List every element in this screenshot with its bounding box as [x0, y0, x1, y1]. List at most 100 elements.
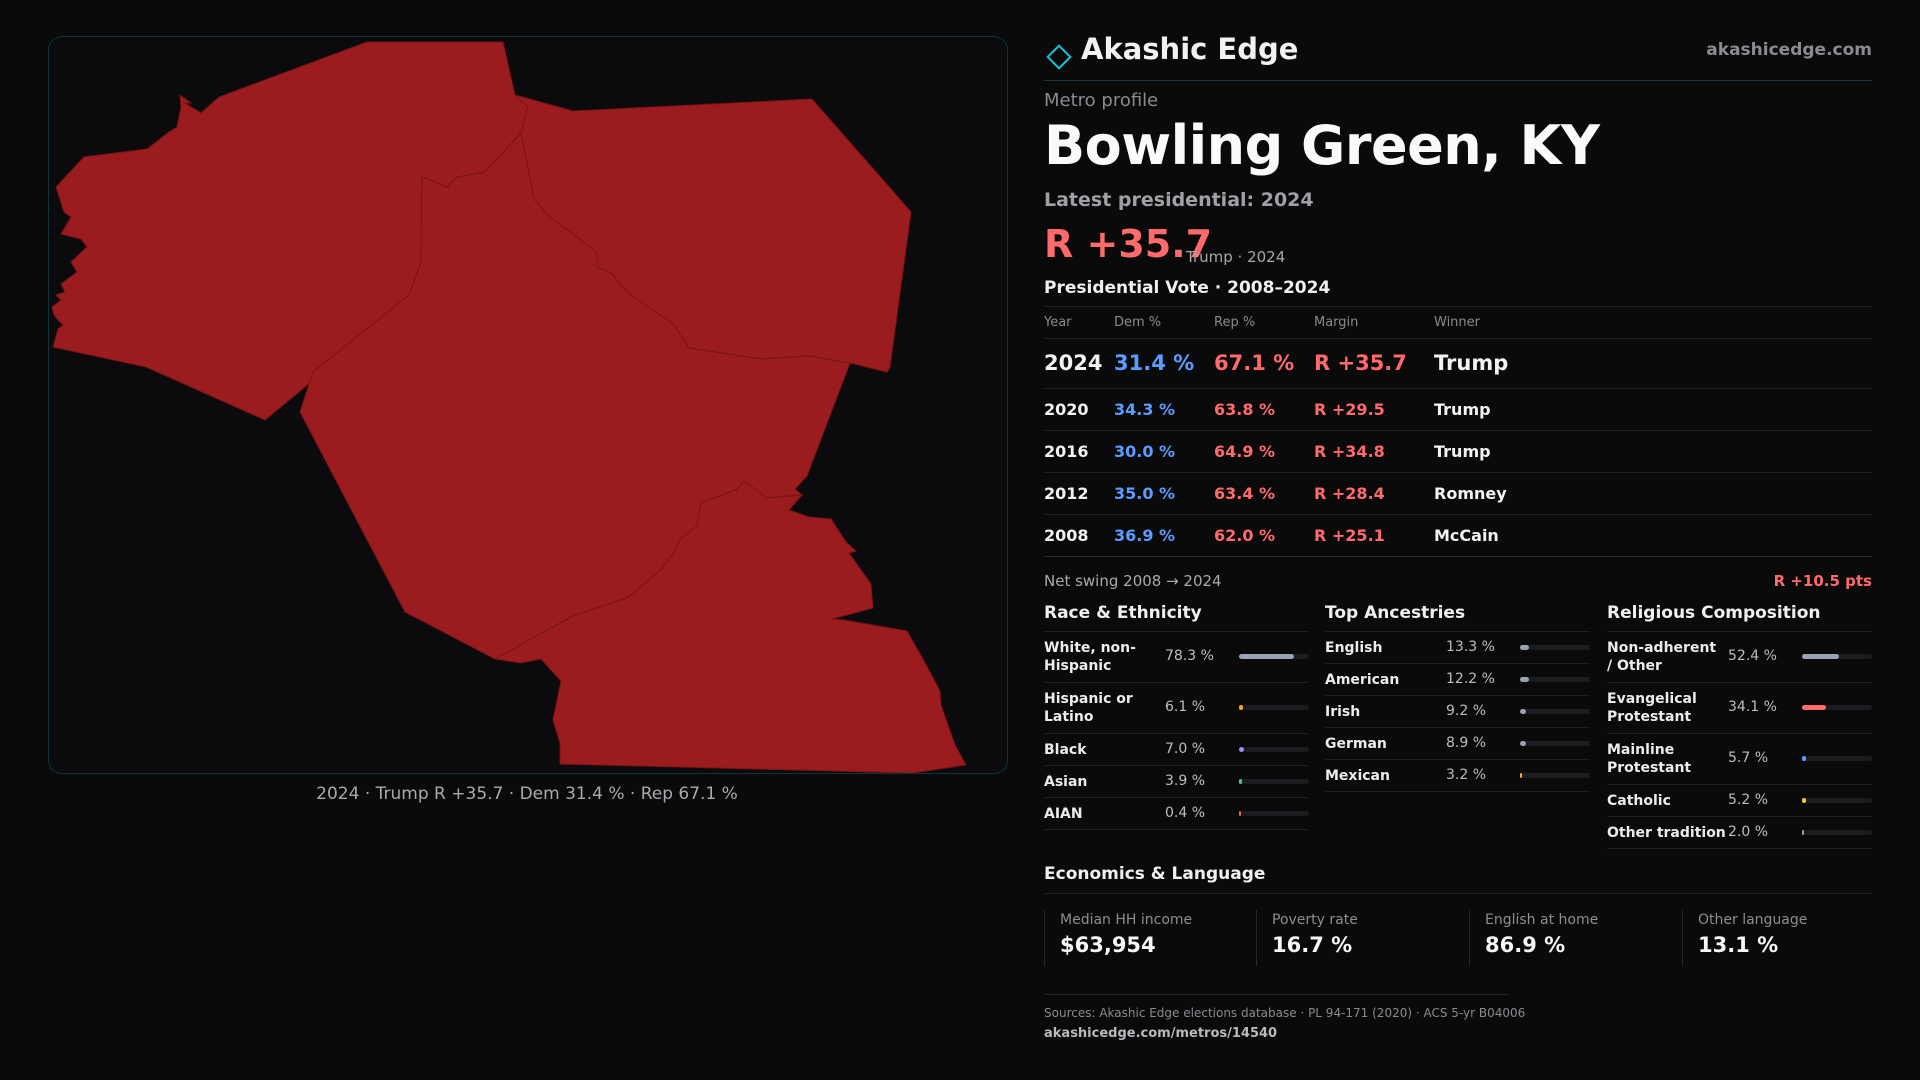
table-row: 2024 31.4 % 67.1 % R +35.7 Trump — [1044, 338, 1872, 388]
race-ethnicity-title: Race & Ethnicity — [1044, 603, 1309, 632]
item-label: Evangelical Protestant — [1607, 691, 1697, 725]
share-bar-fill — [1802, 654, 1839, 659]
cell-dem: 35.0 % — [1114, 484, 1176, 503]
brand-url-link[interactable]: akashicedge.com — [1706, 40, 1872, 60]
footer-sources: Sources: Akashic Edge elections database… — [1044, 1006, 1526, 1020]
cell-winner: McCain — [1434, 526, 1499, 545]
cell-margin: R +29.5 — [1314, 400, 1385, 419]
share-bar — [1802, 798, 1872, 803]
item-label: Mexican — [1325, 768, 1390, 784]
table-divider — [1044, 556, 1872, 557]
share-bar — [1239, 747, 1309, 752]
brand-header: Akashic Edge akashicedge.com — [1044, 30, 1872, 81]
list-item: Other tradition 2.0 % — [1607, 817, 1872, 849]
cell-year: 2024 — [1044, 351, 1103, 375]
cell-margin: R +25.1 — [1314, 526, 1385, 545]
list-item: Mainline Protestant 5.7 % — [1607, 734, 1872, 785]
cell-dem: 34.3 % — [1114, 400, 1176, 419]
econ-value: 86.9 % — [1485, 933, 1566, 957]
item-label: Black — [1044, 742, 1087, 758]
col-header-margin: Margin — [1314, 315, 1359, 330]
net-swing-label: Net swing 2008 → 2024 — [1044, 572, 1222, 590]
share-bar — [1520, 741, 1590, 746]
map-caption: 2024 · Trump R +35.7 · Dem 31.4 % · Rep … — [316, 784, 738, 804]
list-item: German 8.9 % — [1325, 728, 1590, 760]
latest-margin: R +35.7 — [1044, 222, 1213, 266]
share-bar — [1802, 830, 1872, 835]
econ-label: Median HH income — [1060, 912, 1193, 928]
item-label: Catholic — [1607, 793, 1671, 809]
share-bar-fill — [1239, 654, 1294, 659]
cell-year: 2008 — [1044, 526, 1089, 545]
item-percent: 78.3 % — [1165, 648, 1214, 664]
cell-year: 2016 — [1044, 442, 1089, 461]
share-bar — [1239, 779, 1309, 784]
share-bar — [1520, 709, 1590, 714]
diamond-logo-icon — [1046, 44, 1072, 70]
vote-table-header: Year Dem % Rep % Margin Winner — [1044, 306, 1872, 338]
item-percent: 5.7 % — [1728, 750, 1769, 766]
econ-value: 13.1 % — [1698, 933, 1779, 957]
share-bar-fill — [1802, 798, 1806, 803]
share-bar-fill — [1239, 747, 1244, 752]
ancestry-title: Top Ancestries — [1325, 603, 1590, 632]
latest-presidential-label: Latest presidential: 2024 — [1044, 189, 1314, 211]
share-bar — [1239, 811, 1309, 816]
share-bar — [1520, 645, 1590, 650]
list-item: Catholic 5.2 % — [1607, 785, 1872, 817]
cell-winner: Romney — [1434, 484, 1507, 503]
cell-rep: 64.9 % — [1214, 442, 1276, 461]
cell-dem: 31.4 % — [1114, 351, 1195, 375]
item-label: German — [1325, 736, 1387, 752]
list-item: Non-adherent / Other 52.4 % — [1607, 632, 1872, 683]
table-row: 2012 35.0 % 63.4 % R +28.4 Romney — [1044, 472, 1872, 514]
col-header-rep: Rep % — [1214, 315, 1256, 330]
item-label: American — [1325, 672, 1400, 688]
econ-card-poverty: Poverty rate 16.7 % — [1256, 910, 1462, 966]
econ-label: Other language — [1698, 912, 1808, 928]
cell-margin: R +28.4 — [1314, 484, 1385, 503]
vote-table-title: Presidential Vote · 2008–2024 — [1044, 278, 1331, 298]
county-central[interactable] — [299, 131, 851, 660]
latest-margin-note: Trump · 2024 — [1186, 248, 1286, 266]
share-bar-fill — [1520, 709, 1526, 714]
econ-label: English at home — [1485, 912, 1599, 928]
cell-winner: Trump — [1434, 442, 1491, 461]
table-row: 2016 30.0 % 64.9 % R +34.8 Trump — [1044, 430, 1872, 472]
list-item: White, non-Hispanic 78.3 % — [1044, 632, 1309, 683]
cell-rep: 63.4 % — [1214, 484, 1276, 503]
list-item: English 13.3 % — [1325, 632, 1590, 664]
item-label: Mainline Protestant — [1607, 742, 1692, 776]
item-percent: 9.2 % — [1446, 703, 1487, 719]
cell-year: 2012 — [1044, 484, 1089, 503]
item-label: Hispanic or Latino — [1044, 691, 1133, 725]
religion-title: Religious Composition — [1607, 603, 1872, 632]
religion-panel: Religious Composition Non-adherent / Oth… — [1607, 603, 1872, 849]
page-eyebrow: Metro profile — [1044, 90, 1159, 111]
list-item: AIAN 0.4 % — [1044, 798, 1309, 830]
item-label: English — [1325, 640, 1383, 656]
race-ethnicity-panel: Race & Ethnicity White, non-Hispanic 78.… — [1044, 603, 1309, 830]
item-percent: 52.4 % — [1728, 648, 1777, 664]
item-label: White, non-Hispanic — [1044, 640, 1136, 674]
item-percent: 2.0 % — [1728, 824, 1769, 840]
share-bar — [1520, 677, 1590, 682]
county-map-svg — [51, 41, 967, 773]
table-row: 2008 36.9 % 62.0 % R +25.1 McCain — [1044, 514, 1872, 556]
footer-divider — [1044, 994, 1509, 995]
cell-rep: 62.0 % — [1214, 526, 1276, 545]
share-bar-fill — [1802, 705, 1826, 710]
item-label: Asian — [1044, 774, 1088, 790]
item-label: AIAN — [1044, 806, 1083, 822]
list-item: American 12.2 % — [1325, 664, 1590, 696]
item-percent: 8.9 % — [1446, 735, 1487, 751]
share-bar-fill — [1520, 677, 1529, 682]
col-header-winner: Winner — [1434, 315, 1481, 330]
item-percent: 3.9 % — [1165, 773, 1206, 789]
list-item: Mexican 3.2 % — [1325, 760, 1590, 792]
metro-map[interactable] — [48, 36, 1008, 774]
net-swing-value: R +10.5 pts — [1773, 572, 1872, 590]
share-bar — [1239, 654, 1309, 659]
footer-url-link[interactable]: akashicedge.com/metros/14540 — [1044, 1026, 1278, 1041]
county-south[interactable] — [493, 480, 967, 773]
